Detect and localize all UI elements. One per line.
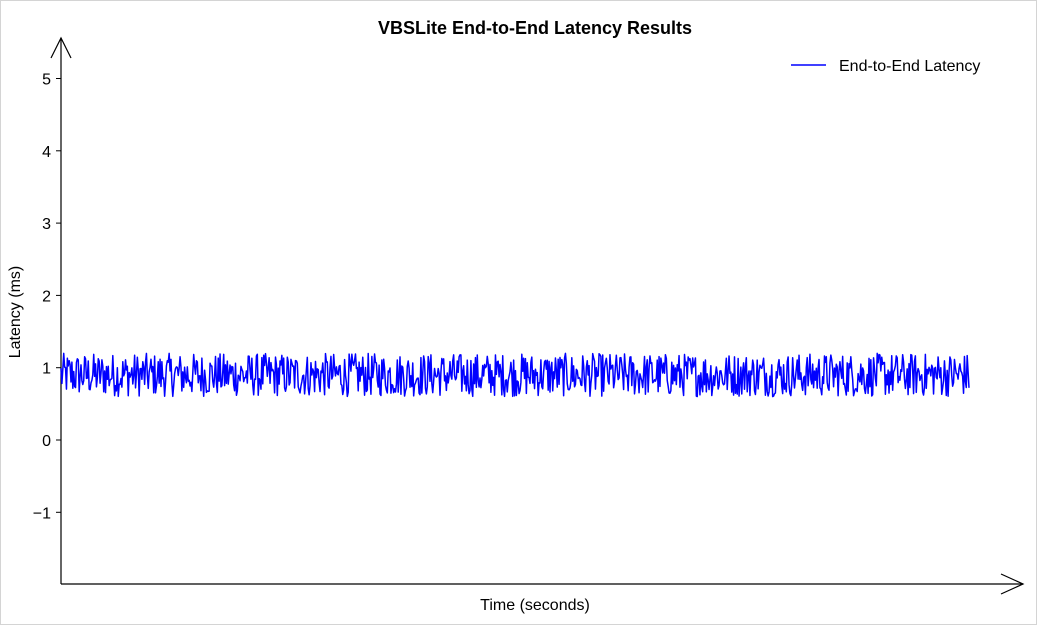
legend-label: End-to-End Latency: [839, 58, 980, 75]
series-line-end-to-end-latency: [60, 352, 970, 398]
x-axis-arrowhead: [1000, 573, 1025, 595]
x-axis-label: Time (seconds): [480, 597, 590, 614]
y-tick-label: 4: [42, 144, 51, 161]
legend: End-to-End Latency: [791, 58, 980, 75]
y-axis-arrowhead: [50, 36, 72, 59]
y-tick-label: 2: [42, 288, 51, 305]
y-tick-label: 3: [42, 216, 51, 233]
y-axis-label: Latency (ms): [7, 266, 24, 358]
y-tick-label: 0: [42, 433, 51, 450]
y-tick-label: 5: [42, 72, 51, 89]
chart-title: VBSLite End-to-End Latency Results: [378, 18, 692, 38]
y-tick-label: −1: [33, 505, 51, 522]
y-axis-ticks: −1 0 1 2 3 4 5: [33, 72, 61, 522]
y-tick-label: 1: [42, 361, 51, 378]
